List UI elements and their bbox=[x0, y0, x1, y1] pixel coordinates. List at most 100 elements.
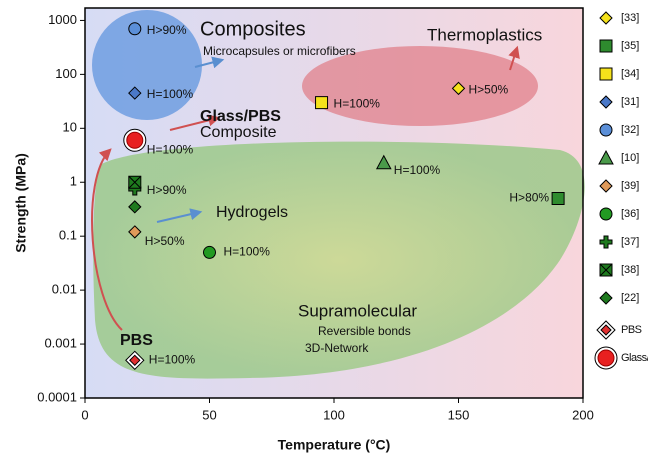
marker bbox=[599, 95, 613, 109]
marker bbox=[315, 96, 329, 110]
y-axis-label: Strength (MPa) bbox=[13, 153, 29, 253]
marker-shape bbox=[600, 324, 612, 336]
marker bbox=[375, 154, 392, 170]
x-tick-label: 50 bbox=[202, 407, 216, 422]
legend-label: PBS bbox=[621, 324, 642, 336]
y-tick-label: 1000 bbox=[48, 12, 77, 27]
composites-region bbox=[92, 10, 202, 120]
annotation: Composites bbox=[200, 18, 306, 40]
marker bbox=[599, 235, 613, 249]
legend-label: [32] bbox=[621, 124, 639, 136]
marker-shape bbox=[128, 86, 142, 100]
point-label: H=100% bbox=[147, 87, 194, 101]
y-tick-label: 0.1 bbox=[59, 228, 77, 243]
marker bbox=[551, 191, 565, 205]
annotation: Reversible bonds bbox=[318, 324, 411, 338]
marker bbox=[451, 81, 466, 96]
y-tick-label: 10 bbox=[63, 120, 77, 135]
annotation: Hydrogels bbox=[216, 204, 288, 221]
marker bbox=[128, 225, 142, 239]
legend-label: [31] bbox=[621, 96, 639, 108]
annotation: Composite bbox=[200, 124, 277, 141]
x-tick-label: 0 bbox=[81, 407, 88, 422]
marker-shape bbox=[375, 154, 392, 170]
point-label: H>80% bbox=[509, 191, 549, 205]
annotation: Thermoplastics bbox=[427, 25, 542, 44]
point-label: H>50% bbox=[145, 234, 185, 248]
marker bbox=[598, 149, 614, 165]
marker bbox=[599, 123, 613, 137]
point-label: H=100% bbox=[147, 142, 194, 156]
point-label: H=100% bbox=[224, 245, 271, 259]
y-tick-label: 100 bbox=[55, 66, 77, 81]
marker bbox=[599, 39, 613, 53]
marker-shape bbox=[128, 200, 142, 214]
marker bbox=[128, 200, 142, 214]
arrow bbox=[169, 114, 221, 131]
annotation: 3D-Network bbox=[305, 341, 369, 355]
marker bbox=[599, 11, 613, 25]
marker-shape bbox=[128, 175, 142, 189]
marker-shape bbox=[598, 149, 614, 165]
marker-shape bbox=[203, 245, 216, 259]
annotation: Glass/PBS bbox=[200, 108, 281, 125]
y-tick-label: 0.01 bbox=[52, 282, 77, 297]
legend-label: [10] bbox=[621, 152, 639, 164]
point-label: H=100% bbox=[149, 352, 196, 366]
marker bbox=[203, 245, 216, 259]
marker-shape bbox=[551, 191, 565, 205]
point-label: H>90% bbox=[147, 183, 187, 197]
marker-shape bbox=[599, 39, 613, 53]
legend-label: [33] bbox=[621, 12, 639, 24]
thermoplastics-region bbox=[302, 46, 538, 126]
marker bbox=[599, 291, 613, 305]
y-tick-label: 1 bbox=[70, 174, 77, 189]
marker-shape bbox=[597, 349, 615, 367]
annotation: Microcapsules or microfibers bbox=[203, 44, 356, 58]
y-tick-label: 0.0001 bbox=[37, 389, 77, 404]
marker-shape bbox=[599, 67, 613, 81]
marker bbox=[128, 86, 142, 100]
legend-label: [34] bbox=[621, 68, 639, 80]
point-label: H>90% bbox=[147, 23, 187, 37]
marker bbox=[128, 22, 142, 36]
annotation: PBS bbox=[120, 332, 153, 349]
legend-label: [39] bbox=[621, 180, 639, 192]
marker bbox=[599, 67, 613, 81]
marker bbox=[125, 350, 145, 371]
marker bbox=[599, 263, 613, 277]
marker-shape bbox=[599, 123, 613, 137]
marker bbox=[128, 175, 142, 189]
x-tick-label: 100 bbox=[323, 407, 345, 422]
legend-label: [35] bbox=[621, 40, 639, 52]
marker-shape bbox=[128, 225, 142, 239]
point-label: H=100% bbox=[394, 163, 441, 177]
legend-label: [22] bbox=[621, 292, 639, 304]
legend-label: [36] bbox=[621, 208, 639, 220]
arrow bbox=[508, 45, 520, 71]
point-label: H=100% bbox=[334, 97, 381, 111]
marker bbox=[123, 128, 147, 152]
legend-label: Glass/PBS bbox=[621, 352, 648, 364]
marker-shape bbox=[599, 291, 613, 305]
arrow bbox=[156, 208, 203, 223]
marker bbox=[599, 207, 613, 221]
marker-shape bbox=[126, 131, 144, 149]
annotation: Supramolecular bbox=[298, 301, 417, 320]
marker bbox=[594, 346, 618, 370]
point-label: H>50% bbox=[469, 83, 509, 97]
marker-shape bbox=[128, 22, 142, 36]
marker-shape bbox=[599, 263, 613, 277]
x-tick-label: 150 bbox=[448, 407, 470, 422]
marker-shape bbox=[599, 95, 613, 109]
supramolecular-region bbox=[93, 141, 585, 379]
arrow bbox=[91, 148, 123, 331]
marker-shape bbox=[599, 207, 613, 221]
marker-shape bbox=[599, 11, 613, 25]
marker-shape bbox=[599, 235, 613, 249]
arrow bbox=[194, 56, 225, 69]
x-axis-label: Temperature (°C) bbox=[278, 437, 391, 453]
marker-shape bbox=[315, 96, 329, 110]
marker bbox=[599, 179, 613, 193]
